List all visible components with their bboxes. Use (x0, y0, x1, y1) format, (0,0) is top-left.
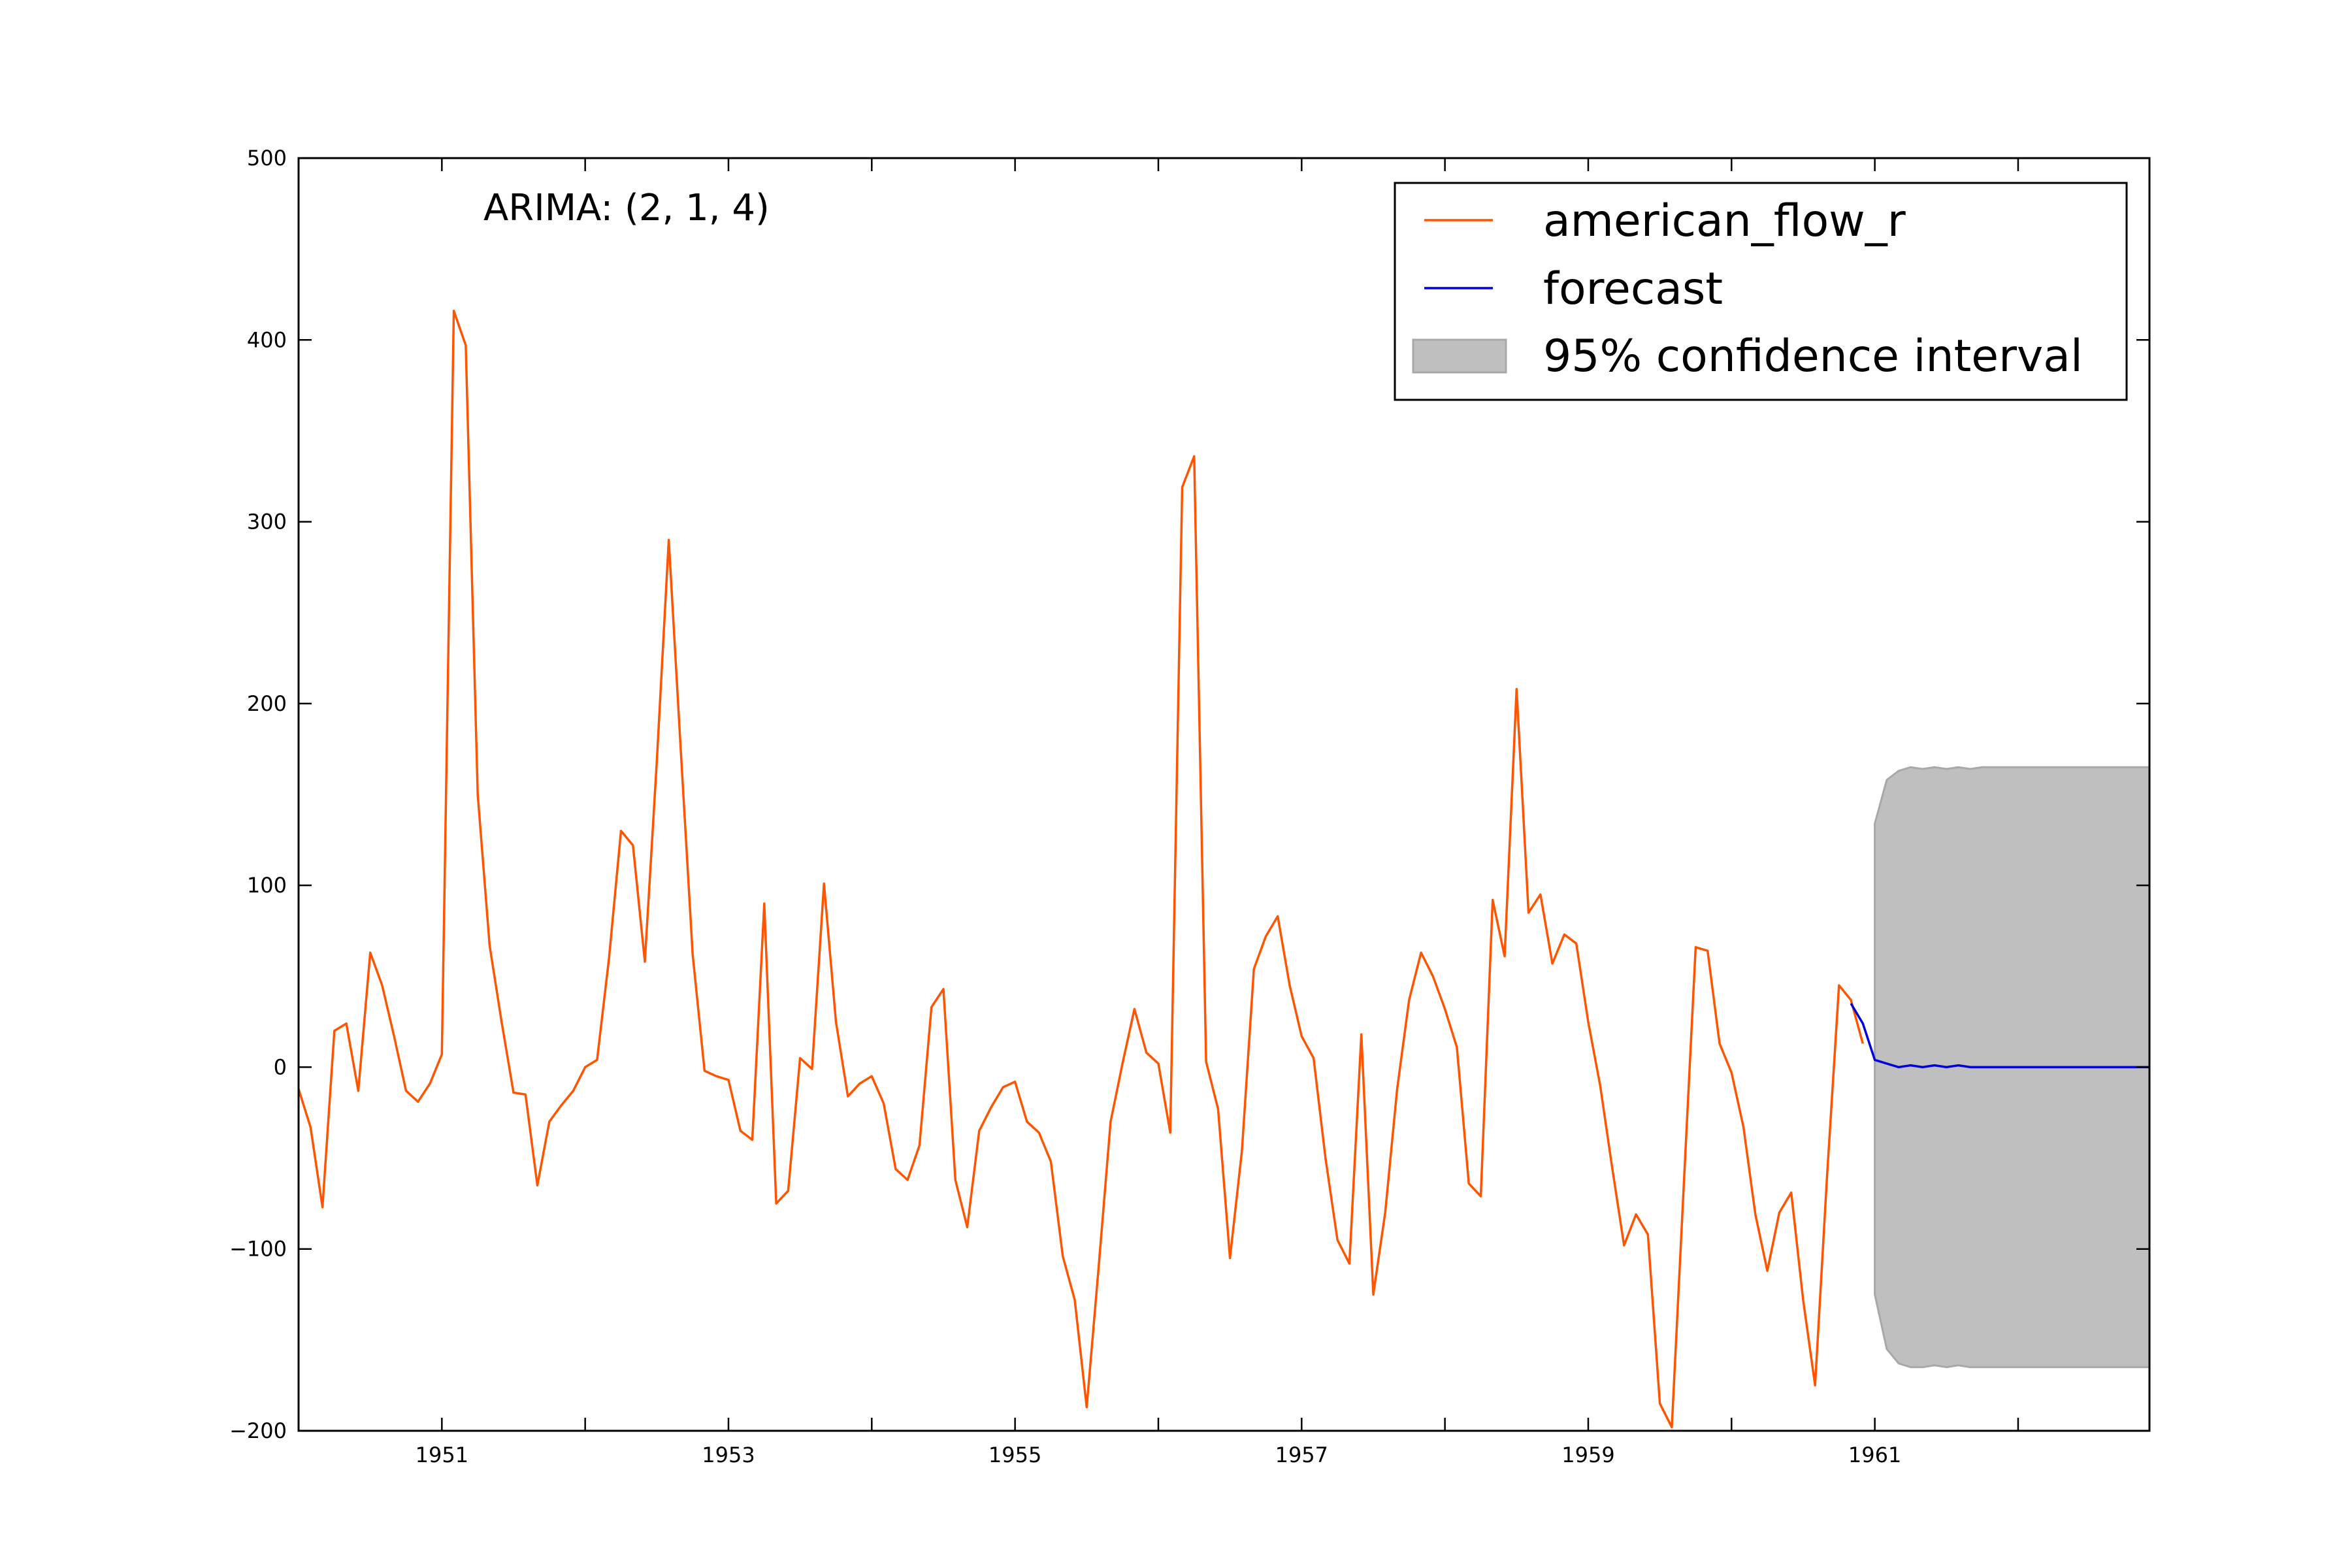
x-tick-label: 1953 (702, 1443, 755, 1467)
legend: american_flow_r forecast 95% confidence in… (1394, 182, 2128, 401)
x-tick-label: 1959 (1561, 1443, 1614, 1467)
y-tick-label: 200 (247, 691, 287, 716)
y-tick-label: 100 (247, 873, 287, 898)
series-line-american-flow-r (299, 310, 1864, 1429)
x-tick-label: 1961 (1848, 1443, 1901, 1467)
legend-box (1394, 182, 2128, 401)
plot-area (299, 310, 2149, 1429)
y-tick-label: −100 (229, 1237, 287, 1262)
y-tick-label: 300 (247, 510, 287, 534)
x-tick-label: 1957 (1275, 1443, 1328, 1467)
x-tick-label: 1955 (988, 1443, 1041, 1467)
y-tick-label: 400 (247, 327, 287, 352)
y-tick-label: 0 (274, 1054, 287, 1079)
chart-annotation: ARIMA: (2, 1, 4) (483, 187, 770, 229)
legend-label-forecast: forecast (1543, 263, 1723, 315)
x-tick-label: 1951 (416, 1443, 468, 1467)
legend-swatch-confidence-interval (1412, 338, 1507, 374)
y-tick-label: 500 (247, 146, 287, 171)
axes-frame (297, 157, 2151, 1432)
y-tick-label: −200 (229, 1418, 287, 1443)
legend-label-american-flow-r: american_flow_r (1543, 195, 1906, 247)
plot-content (299, 310, 2149, 1429)
legend-label-confidence-interval: 95% confidence interval (1543, 331, 2083, 382)
axes: 1951 1953 1955 1957 1959 1961 −200 −100 0 100 200 3… (229, 146, 2151, 1467)
series-line-forecast (1850, 1003, 2149, 1069)
